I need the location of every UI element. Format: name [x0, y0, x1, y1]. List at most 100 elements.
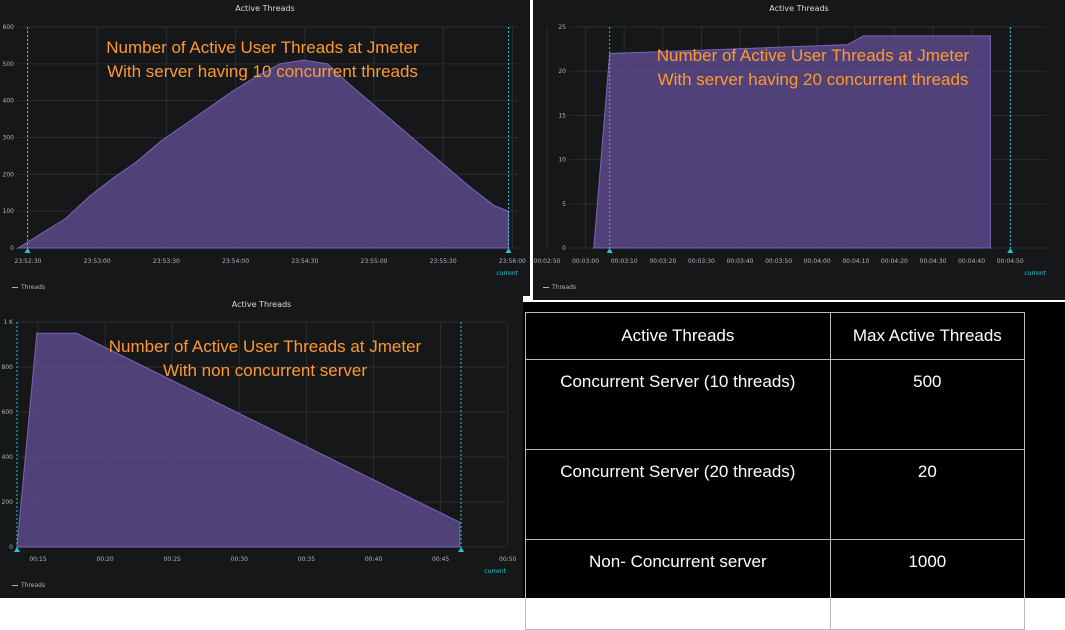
- panel-title: Active Threads: [235, 4, 295, 13]
- table-row: Non- Concurrent server 1000: [525, 539, 1026, 630]
- y-tick-label: 20: [558, 68, 566, 75]
- active-threads-chart: 0 200 400 600 800 1 K 00:15 00:20 00:25 00:30 00:3…: [2, 319, 517, 575]
- marker-triangle: [505, 248, 512, 253]
- column-header: Max Active Threads: [829, 312, 1026, 360]
- data-point: [469, 186, 471, 188]
- data-point: [279, 63, 281, 65]
- data-point: [350, 85, 352, 87]
- x-tick-label: 00:04:10: [842, 258, 869, 265]
- chart-annotation: Number of Active User Threads at Jmeter …: [55, 335, 475, 383]
- marker-triangle: [606, 248, 613, 253]
- data-point: [36, 332, 38, 334]
- table-cell: 500: [829, 359, 1026, 450]
- data-point: [112, 177, 114, 179]
- x-tick-label: 00:15: [29, 556, 46, 563]
- data-point: [326, 63, 329, 65]
- x-tick-label: 23:53:00: [84, 258, 111, 265]
- y-tick-label: 15: [558, 112, 566, 119]
- table-cell: Concurrent Server (20 threads): [525, 449, 831, 540]
- x-tick-label: 00:03:50: [765, 258, 792, 265]
- data-point: [459, 521, 461, 523]
- data-point: [88, 195, 91, 198]
- x-tick-label: 00:50: [499, 556, 516, 563]
- chart-panel-10-threads: Active Threads 0 100 200 300 400 500 600 23:52:…: [0, 0, 530, 296]
- data-point: [41, 232, 43, 234]
- table-cell: 1000: [829, 539, 1026, 630]
- chart-annotation: Number of Active User Threads at Jmeter …: [80, 36, 445, 84]
- annotation-line-2: With non concurrent server: [162, 361, 368, 380]
- y-tick-label: 0: [9, 544, 13, 551]
- panel-title: Active Threads: [231, 300, 292, 309]
- x-tick-label: 00:04:30: [920, 258, 947, 265]
- column-header: Active Threads: [525, 312, 831, 360]
- data-point: [847, 44, 849, 46]
- x-tick-label: 00:03:30: [688, 258, 715, 265]
- data-point: [65, 217, 67, 220]
- y-tick-label: 0: [562, 245, 566, 252]
- x-tick-label: 23:52:30: [15, 258, 42, 265]
- table-header-row: Active Threads Max Active Threads: [525, 312, 1026, 360]
- data-point: [207, 107, 210, 109]
- y-tick-label: 600: [2, 409, 14, 416]
- table-cell: Concurrent Server (10 threads): [525, 359, 831, 450]
- x-tick-label: 00:03:20: [649, 258, 676, 265]
- summary-table-panel: Active Threads Max Active Threads Concur…: [523, 302, 1065, 630]
- summary-table: Active Threads Max Active Threads Concur…: [525, 312, 1026, 630]
- active-threads-chart: 0 5 10 15 20 25 00:02:50 00:03:00 00:03:10 00:03:…: [534, 24, 1047, 277]
- y-tick-label: 800: [2, 364, 14, 371]
- data-point: [989, 35, 992, 37]
- x-tick-label: 00:30: [231, 556, 248, 563]
- data-point: [459, 546, 461, 548]
- annotation-line-2: With server having 20 concurrent threads: [657, 70, 969, 89]
- data-point: [609, 52, 611, 55]
- y-tick-label: 200: [2, 499, 14, 506]
- x-tick-label: 00:25: [164, 556, 181, 563]
- marker-triangle: [24, 248, 31, 253]
- data-point: [989, 247, 992, 249]
- y-tick-label: 200: [3, 171, 15, 178]
- y-tick-label: 600: [3, 24, 15, 31]
- table-cell: 20: [829, 449, 1026, 540]
- annotation-line-1: Number of Active User Threads at Jmeter: [108, 337, 422, 356]
- legend[interactable]: Threads: [543, 284, 576, 291]
- y-tick-label: 400: [3, 98, 15, 105]
- x-tick-label: 00:45: [432, 556, 449, 563]
- data-point: [184, 124, 186, 126]
- data-point: [136, 160, 138, 163]
- x-tick-label: 00:04:20: [881, 258, 908, 265]
- y-tick-label: 400: [2, 454, 14, 461]
- x-tick-label: 00:02:50: [534, 258, 561, 265]
- data-point: [398, 125, 400, 128]
- data-point: [75, 332, 78, 334]
- y-tick-label: 100: [3, 208, 15, 215]
- active-threads-chart: 0 100 200 300 400 500 600 23:52:30 23:53:00 23:53…: [3, 24, 527, 277]
- x-tick-label: 23:54:00: [222, 258, 249, 265]
- x-tick-label: 23:55:00: [361, 258, 388, 265]
- table-cell: Non- Concurrent server: [525, 539, 831, 630]
- marker-triangle: [1007, 248, 1014, 253]
- current-label: current: [496, 270, 518, 277]
- y-tick-label: 1 K: [3, 319, 14, 326]
- chart-panel-20-threads: Active Threads 0 5 10 15 20 25 00:02:50 00:03:0…: [533, 0, 1065, 300]
- chart-panel-non-concurrent: Active Threads 0 200 400 600 800 1 K 00:15 00:2…: [0, 296, 523, 598]
- data-point: [303, 59, 305, 61]
- data-point: [593, 247, 595, 249]
- marker-triangle: [458, 547, 465, 552]
- annotation-line-1: Number of Active User Threads at Jmeter: [656, 46, 970, 65]
- data-point: [255, 76, 257, 78]
- data-point: [445, 166, 448, 168]
- chart-annotation: Number of Active User Threads at Jmeter …: [618, 44, 1008, 92]
- threads-area: [16, 332, 461, 548]
- x-tick-label: 00:03:10: [611, 258, 638, 265]
- x-tick-label: 00:03:40: [727, 258, 754, 265]
- x-tick-label: 23:56:00: [499, 258, 526, 265]
- annotation-line-1: Number of Active User Threads at Jmeter: [106, 38, 419, 57]
- threads-area: [16, 59, 509, 249]
- y-tick-label: 5: [562, 201, 566, 208]
- table-row: Concurrent Server (20 threads) 20: [525, 449, 1026, 540]
- legend-panel-1[interactable]: Threads: [12, 284, 45, 291]
- x-tick-label: 00:40: [365, 556, 382, 563]
- y-tick-label: 0: [10, 245, 14, 252]
- legend[interactable]: Threads: [12, 582, 45, 589]
- x-tick-label: 00:35: [298, 556, 315, 563]
